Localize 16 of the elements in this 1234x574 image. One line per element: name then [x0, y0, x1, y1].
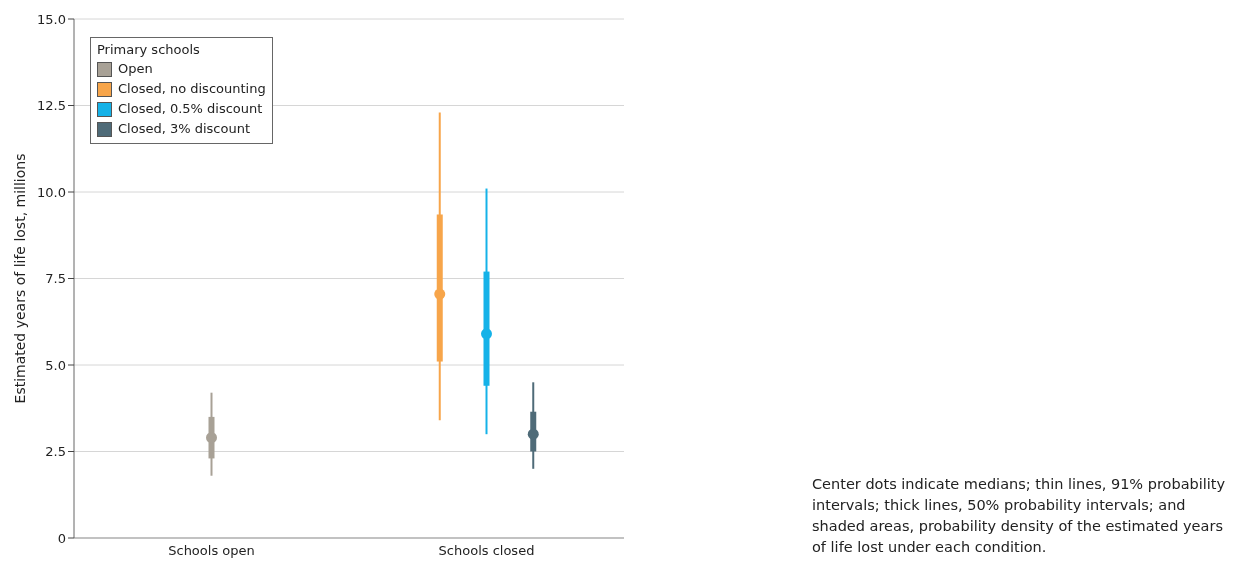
y-tick-label: 2.5: [45, 444, 66, 460]
legend-label: Closed, no discounting: [118, 80, 266, 98]
y-axis-title: Estimated years of life lost, millions: [11, 153, 28, 404]
x-tick-label: Schools open: [168, 543, 255, 559]
y-tick-label: 12.5: [37, 98, 66, 114]
legend-title: Primary schools: [97, 42, 201, 57]
legend-label: Open: [118, 60, 153, 78]
y-tick-label: 10.0: [37, 184, 66, 200]
legend-label: Closed, 3% discount: [118, 120, 250, 138]
x-tick-label: Schools closed: [438, 543, 535, 559]
y-tick-label: 0: [57, 530, 66, 546]
y-tick-label: 5.0: [45, 357, 66, 373]
y-tick-label: 7.5: [45, 271, 66, 287]
y-tick-label: 15.0: [37, 11, 66, 27]
legend-label: Closed, 0.5% discount: [118, 100, 263, 118]
text: Center dots indicate medians; thin lines, 91% probability intervals; thick lines, 50% probability intervals; and shaded areas, probability density of the estimated years of life lost under each condition.: [812, 475, 1227, 557]
